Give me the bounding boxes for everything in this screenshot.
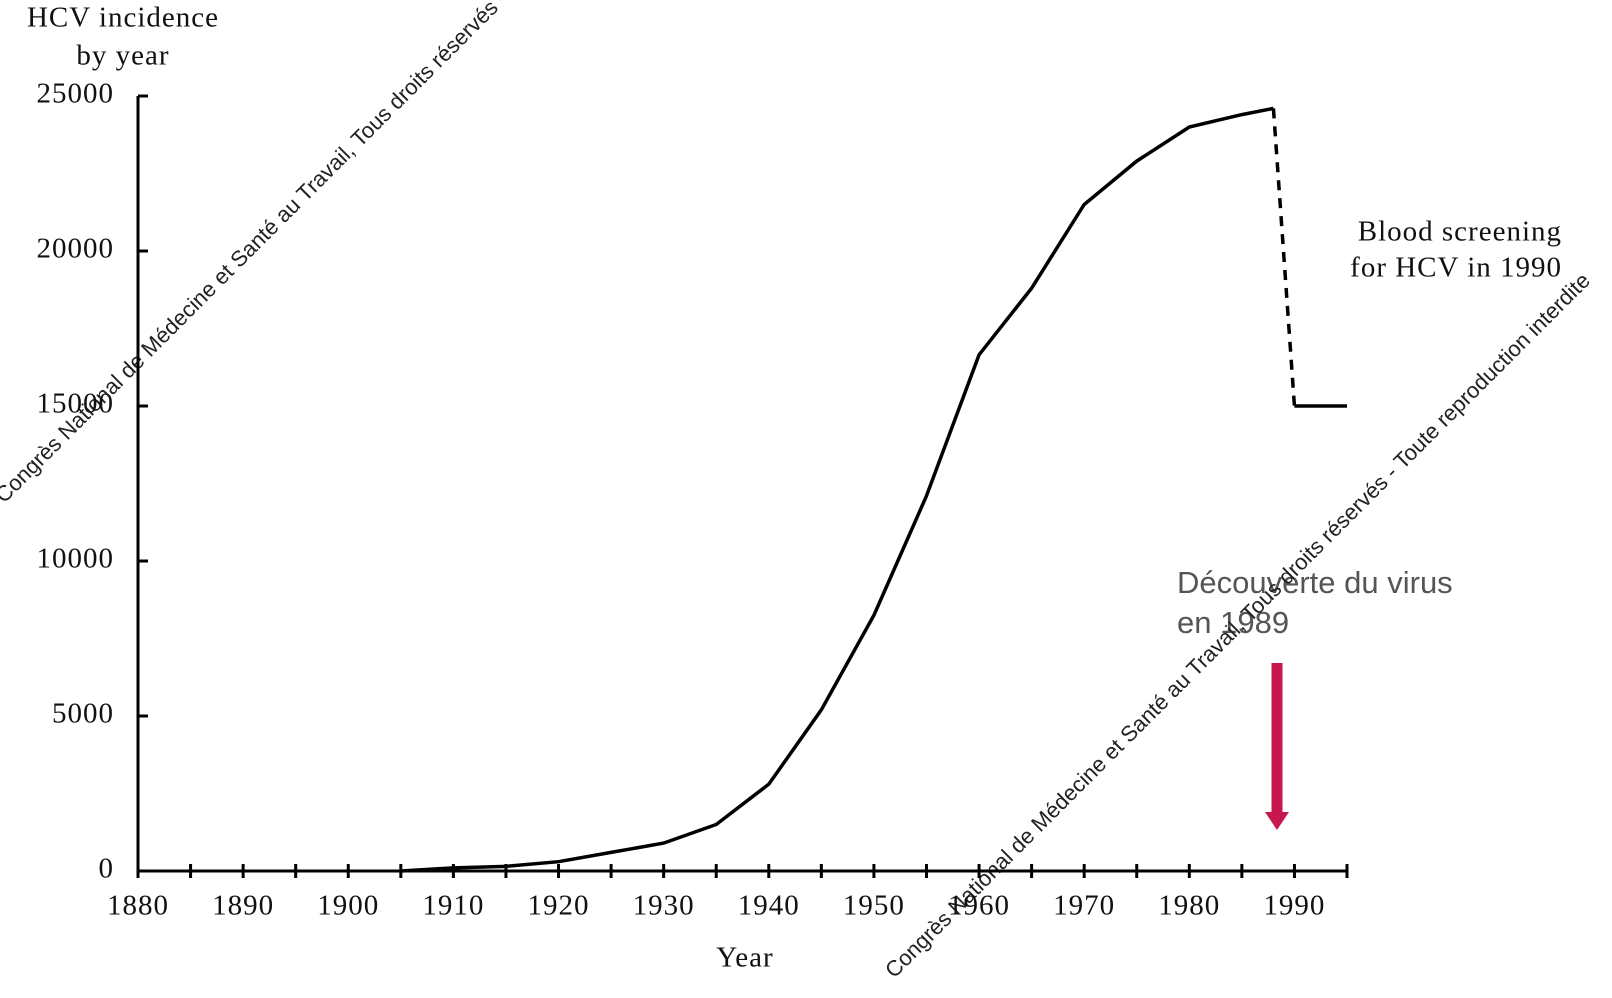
- x-tick-label: 1950: [843, 890, 905, 922]
- annotation: en 1989: [1177, 605, 1289, 640]
- x-tick-label: 1960: [948, 890, 1010, 922]
- y-tick-label: 0: [99, 853, 115, 885]
- x-tick-label: 1930: [633, 890, 695, 922]
- watermark: Congrès National de Médecine et Santé au…: [880, 268, 1595, 983]
- x-tick-label: 1890: [212, 890, 274, 922]
- y-tick-label: 15000: [37, 388, 115, 420]
- annotation: Découverte du virus: [1177, 565, 1453, 600]
- x-tick-label: 1910: [422, 890, 484, 922]
- x-tick-label: 1920: [528, 890, 590, 922]
- annotation: Blood screening: [1358, 216, 1562, 248]
- x-tick-label: 1970: [1053, 890, 1115, 922]
- y-tick-label: 20000: [37, 233, 115, 265]
- annotation: for HCV in 1990: [1350, 252, 1562, 284]
- x-axis-label: Year: [716, 942, 773, 974]
- x-tick-label: 1980: [1158, 890, 1220, 922]
- y-axis-label: HCV incidence: [27, 2, 219, 34]
- x-tick-label: 1880: [107, 890, 169, 922]
- y-tick-label: 25000: [37, 78, 115, 110]
- x-tick-label: 1990: [1263, 890, 1325, 922]
- line-series: [1271, 108, 1297, 407]
- y-tick-label: 5000: [52, 698, 114, 730]
- line-series: [400, 106, 1274, 873]
- arrow: [1265, 663, 1289, 830]
- y-axis-label: by year: [76, 40, 169, 72]
- x-tick-label: 1940: [738, 890, 800, 922]
- y-tick-label: 10000: [37, 543, 115, 575]
- x-tick-label: 1900: [317, 890, 379, 922]
